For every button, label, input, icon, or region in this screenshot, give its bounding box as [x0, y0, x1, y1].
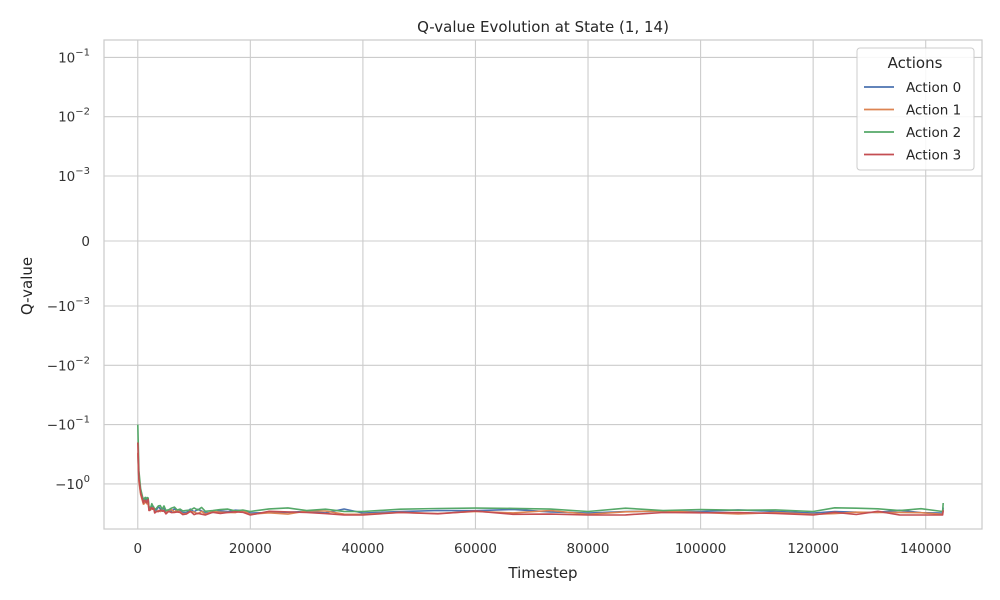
legend[interactable]: Actions Action 0 Action 1 Action 2 Action 3	[856, 47, 975, 171]
x-tick-label: 120000	[787, 541, 839, 557]
series-line-3	[137, 442, 944, 516]
legend-label: Action 1	[906, 103, 961, 119]
y-tick-label: −10−1	[47, 415, 90, 434]
x-tick-label: 20000	[229, 541, 272, 557]
x-tick-label: 80000	[567, 541, 610, 557]
legend-box	[856, 47, 975, 171]
x-tick-label: 0	[133, 541, 142, 557]
legend-label: Action 3	[906, 148, 961, 164]
series-layer	[137, 424, 944, 516]
legend-entries: Action 0 Action 1 Action 2 Action 3	[864, 80, 961, 164]
y-ticks: 10−1 10−2 10−3 0 −10−3 −10−2 −10−1 −100	[47, 47, 90, 493]
y-tick-label: 10−3	[58, 166, 90, 185]
y-tick-label: −10−3	[47, 296, 90, 315]
legend-label: Action 0	[906, 80, 961, 96]
y-tick-label: 10−1	[58, 47, 90, 66]
chart-title: Q-value Evolution at State (1, 14)	[417, 18, 669, 36]
y-tick-label: 0	[81, 234, 90, 250]
y-tick-label: −100	[55, 474, 90, 493]
x-tick-label: 40000	[341, 541, 384, 557]
y-axis-label: Q-value	[18, 257, 36, 315]
x-tick-label: 100000	[675, 541, 727, 557]
legend-label: Action 2	[906, 125, 961, 141]
series-line-2	[137, 424, 944, 513]
x-axis-label: Timestep	[507, 564, 577, 582]
legend-title: Actions	[888, 54, 943, 72]
x-tick-label: 60000	[454, 541, 497, 557]
y-tick-label: −10−2	[47, 355, 90, 374]
y-tick-label: 10−2	[58, 107, 90, 126]
plot-frame	[103, 39, 983, 530]
x-tick-label: 140000	[900, 541, 952, 557]
x-ticks: 0 20000 40000 60000 80000 100000 120000 140000	[133, 541, 951, 557]
